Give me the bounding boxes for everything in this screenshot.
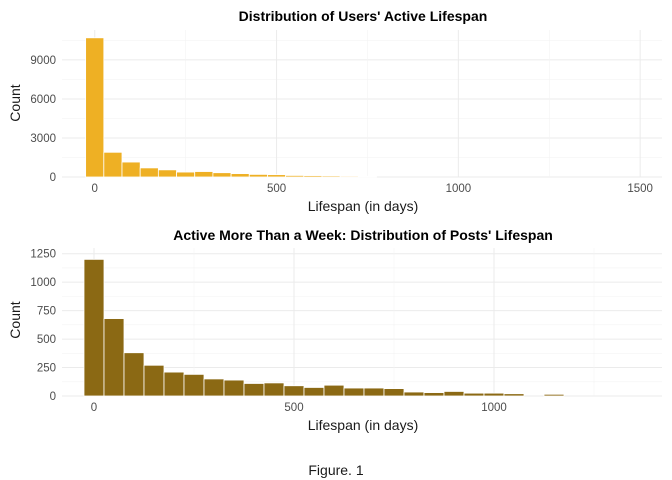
- users-x-axis-label: Lifespan (in days): [308, 198, 419, 214]
- y-tick-label: 6000: [30, 94, 56, 106]
- posts-histogram-bar: [243, 383, 265, 397]
- users-histogram-bar: [139, 167, 159, 178]
- users-histogram-bar: [321, 175, 341, 178]
- posts-histogram-bar: [283, 385, 305, 397]
- users-histogram-bar: [339, 175, 359, 178]
- users-lifespan-panel: 0 3000 6000 9000 0 500 1000 1500 Distribution …: [7, 8, 662, 214]
- y-tick-label: 500: [37, 334, 56, 346]
- users-histogram-bar: [248, 173, 268, 178]
- posts-histogram-bar: [83, 258, 105, 397]
- x-tick-label: 1000: [481, 402, 507, 414]
- posts-histogram-bar: [183, 373, 205, 397]
- posts-histogram-bar: [383, 388, 405, 397]
- posts-histogram-bar: [123, 352, 145, 397]
- posts-histogram-bar: [463, 392, 485, 397]
- posts-histogram-bar: [483, 392, 505, 397]
- users-histogram-bar: [285, 175, 305, 178]
- y-tick-label: 1250: [30, 249, 56, 261]
- posts-histogram-bar: [143, 364, 165, 397]
- users-histogram-bar: [212, 172, 232, 178]
- users-bars: [85, 37, 377, 178]
- users-grid: [62, 30, 662, 178]
- users-histogram-bar: [357, 175, 377, 178]
- posts-y-ticks: 0 250 500 750 1000 1250: [30, 249, 56, 403]
- users-histogram-bar: [230, 173, 250, 178]
- y-tick-label: 250: [37, 363, 56, 375]
- x-tick-label: 0: [91, 402, 97, 414]
- y-tick-label: 750: [37, 306, 56, 318]
- x-tick-label: 1500: [627, 183, 653, 195]
- x-tick-label: 500: [284, 402, 303, 414]
- posts-bars: [83, 258, 565, 397]
- posts-histogram-bar: [443, 391, 465, 397]
- users-histogram-bar: [103, 151, 123, 178]
- y-tick-label: 1000: [30, 277, 56, 289]
- users-y-ticks: 0 3000 6000 9000: [30, 55, 56, 184]
- x-tick-label: 500: [267, 183, 286, 195]
- posts-histogram-bar: [263, 382, 285, 397]
- users-histogram-bar: [121, 161, 141, 178]
- x-tick-label: 0: [92, 183, 98, 195]
- y-tick-label: 9000: [30, 55, 56, 67]
- posts-histogram-bar: [103, 318, 125, 397]
- users-histogram-bar: [157, 169, 177, 178]
- posts-histogram-bar: [543, 393, 565, 397]
- users-histogram-bar: [85, 37, 105, 178]
- users-histogram-bar: [267, 174, 287, 178]
- y-tick-label: 0: [50, 391, 56, 403]
- y-tick-label: 0: [50, 172, 56, 184]
- users-histogram-bar: [303, 175, 323, 178]
- posts-chart-title: Active More Than a Week: Distribution of…: [173, 227, 553, 243]
- x-tick-label: 1000: [446, 183, 472, 195]
- y-tick-label: 3000: [30, 133, 56, 145]
- posts-histogram-bar: [163, 371, 185, 397]
- posts-histogram-bar: [203, 378, 225, 397]
- posts-histogram-bar: [423, 392, 445, 397]
- posts-histogram-bar: [503, 393, 525, 397]
- users-y-axis-label: Count: [7, 84, 23, 121]
- figure-caption: Figure. 1: [308, 462, 363, 478]
- posts-histogram-bar: [363, 387, 385, 397]
- posts-histogram-bar: [303, 387, 325, 397]
- posts-x-axis-label: Lifespan (in days): [308, 417, 419, 433]
- posts-lifespan-panel: 0 250 500 750 1000 1250 0 500 1000 Active More …: [7, 227, 662, 433]
- posts-histogram-bar: [343, 387, 365, 397]
- users-histogram-bar: [194, 171, 214, 178]
- posts-histogram-bar: [223, 379, 245, 397]
- posts-x-ticks: 0 500 1000: [91, 402, 507, 414]
- posts-histogram-bar: [403, 391, 425, 397]
- users-chart-title: Distribution of Users' Active Lifespan: [239, 8, 488, 24]
- users-x-ticks: 0 500 1000 1500: [92, 183, 653, 195]
- posts-y-axis-label: Count: [7, 301, 23, 338]
- posts-histogram-bar: [323, 384, 345, 397]
- users-histogram-bar: [176, 171, 196, 178]
